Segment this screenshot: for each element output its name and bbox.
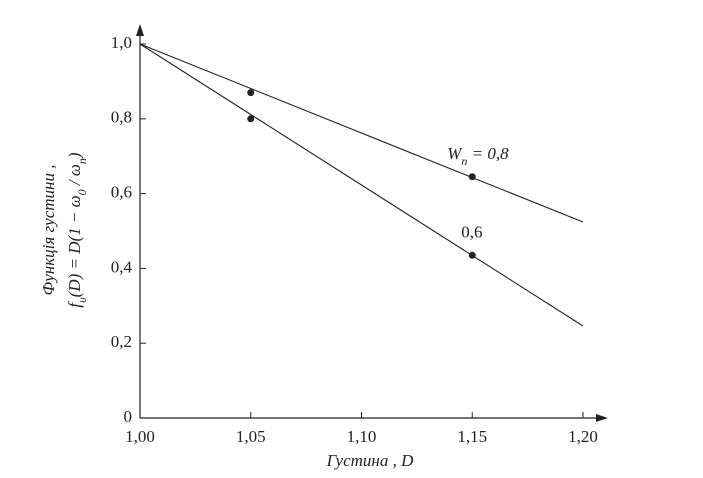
x-tick-label: 1,10 xyxy=(347,427,377,446)
y-tick-label: 0,6 xyxy=(111,183,132,202)
fit-line xyxy=(139,43,584,223)
x-tick-label: 1,15 xyxy=(457,427,487,446)
point xyxy=(468,173,476,181)
y-tick-label: 0,2 xyxy=(111,332,132,351)
y-tick-label: 0 xyxy=(124,407,133,426)
y-label-line1: Функція густини , xyxy=(39,165,58,296)
y-tick-label: 1,0 xyxy=(111,33,132,52)
text-part: / ω xyxy=(65,164,84,189)
subscript: 0 xyxy=(75,189,89,195)
x-label: Густина , D xyxy=(326,451,414,470)
y-arrow xyxy=(136,24,144,36)
series-label: Wn = 0,8 xyxy=(447,144,509,168)
x-tick-label: 1,00 xyxy=(125,427,155,446)
x-arrow xyxy=(596,414,608,422)
point xyxy=(468,251,476,259)
text-part: = 0,8 xyxy=(467,144,509,163)
point xyxy=(247,115,255,123)
text-part: ) xyxy=(65,152,84,159)
point xyxy=(247,89,255,97)
y-tick-label: 0,4 xyxy=(111,257,133,276)
text-part: (D) = D(1 − ω xyxy=(65,195,84,297)
x-tick-label: 1,20 xyxy=(568,427,598,446)
x-tick-label: 1,05 xyxy=(236,427,266,446)
y-label-line2: fυ(D) = D(1 − ω0 / ωn) xyxy=(65,152,89,307)
text-part: f xyxy=(65,301,84,308)
subscript: n xyxy=(461,154,467,168)
y-label: Функція густини , fυ(D) = D(1 − ω0 / ωn) xyxy=(39,152,89,307)
y-tick-label: 0,8 xyxy=(111,108,132,127)
text-part: 0,6 xyxy=(461,222,482,241)
series-label: 0,6 xyxy=(461,222,482,241)
fit-line xyxy=(139,43,584,327)
text-part: W xyxy=(447,144,463,163)
subscript: n xyxy=(75,158,89,164)
subscript: υ xyxy=(75,297,89,303)
